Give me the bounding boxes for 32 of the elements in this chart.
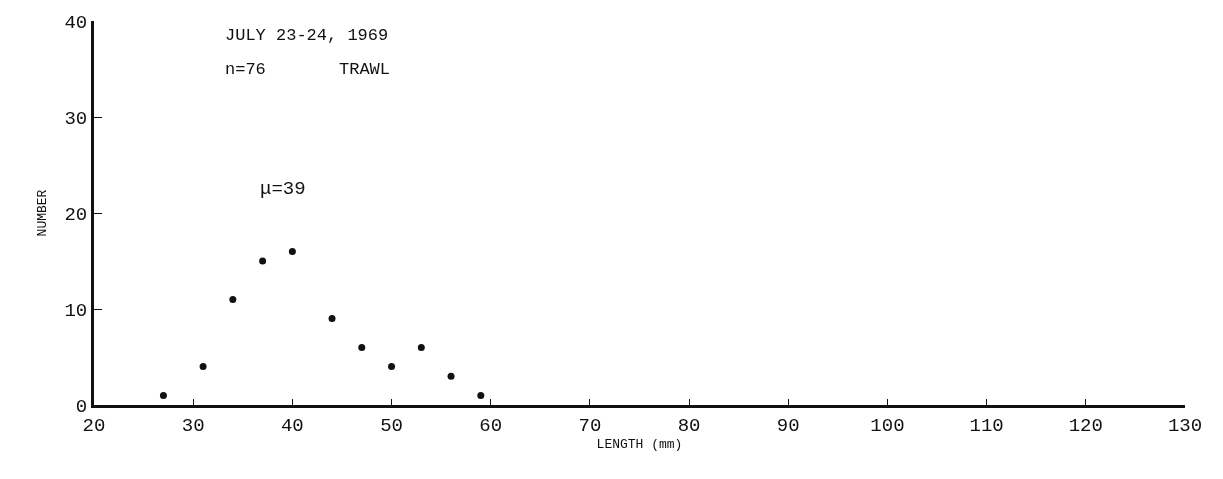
point <box>358 343 366 351</box>
y-tick-label: 30 <box>64 107 88 130</box>
annotation: n=76 <box>225 60 266 79</box>
y-tick-label: 20 <box>64 203 88 226</box>
point <box>229 295 237 303</box>
x-axis-title: LENGTH (mm) <box>596 436 683 452</box>
point <box>199 363 207 371</box>
point <box>159 391 167 399</box>
x-tick-label: 40 <box>280 414 304 437</box>
x-tick-label: 50 <box>380 414 403 437</box>
point <box>288 247 296 255</box>
point <box>328 315 336 323</box>
x-tick-label: 130 <box>1167 414 1203 437</box>
point <box>447 372 455 380</box>
x-tick-label: 70 <box>578 414 602 437</box>
point <box>477 391 485 399</box>
y-tick-label: 10 <box>64 299 88 322</box>
y-tick-label: 40 <box>64 11 88 34</box>
annotation: TRAWL <box>339 60 391 79</box>
annotation: μ=39 <box>260 178 306 200</box>
x-tick-label: 90 <box>776 414 800 437</box>
y-axis-title: NUMBER <box>35 189 51 237</box>
point <box>417 343 425 351</box>
x-tick-label: 100 <box>870 414 905 437</box>
x-tick-label: 30 <box>181 414 205 437</box>
x-tick-label: 120 <box>1068 414 1103 437</box>
annotation: JULY 23-24, 1969 <box>225 26 389 45</box>
point <box>388 363 396 371</box>
x-tick-label: 80 <box>677 414 701 437</box>
point <box>259 257 267 265</box>
x-tick-label: 110 <box>969 414 1004 437</box>
x-tick-label: 60 <box>479 414 503 437</box>
